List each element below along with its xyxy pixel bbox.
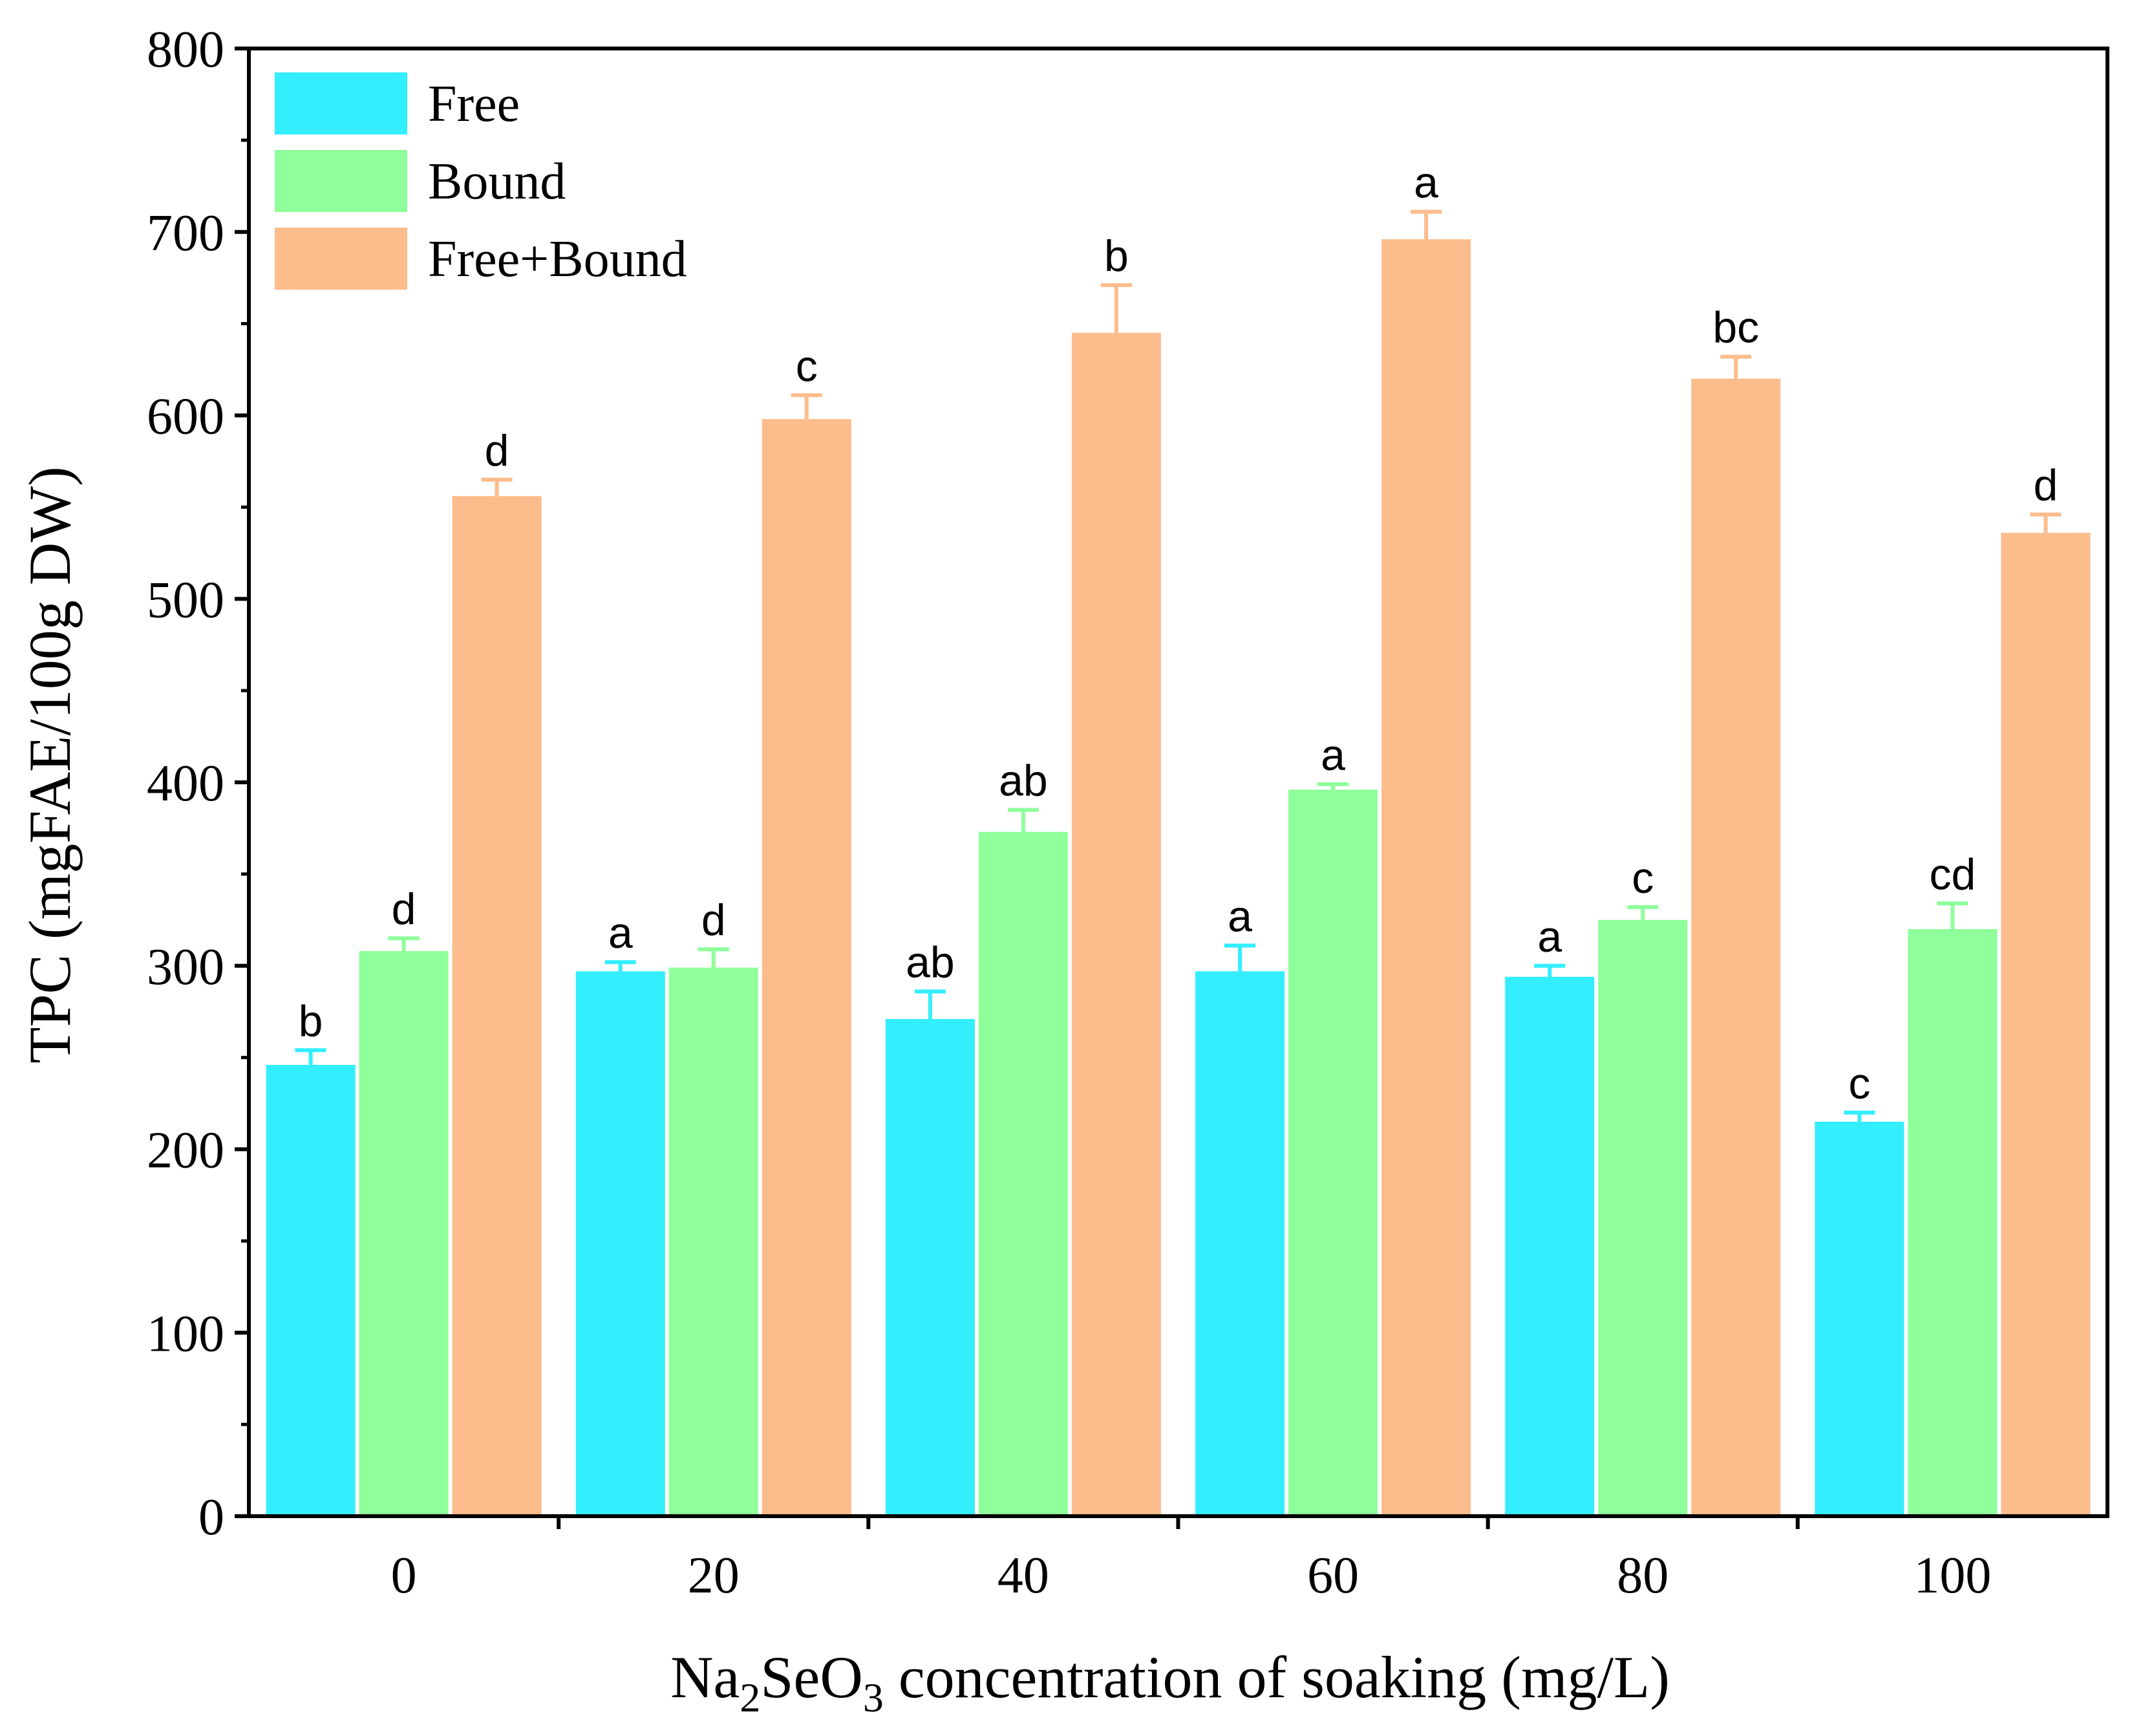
x-tick-label-80: 80 (1617, 1547, 1668, 1604)
error-bar-free-bound-40 (1100, 283, 1132, 333)
error-bar-free-bound-100 (2030, 512, 2062, 533)
x-axis-label-part3: concentration of soaking (mg/L) (884, 1644, 1670, 1710)
bar-free-40 (885, 1019, 975, 1516)
x-axis-label-subscript-1: 2 (740, 1675, 760, 1720)
y-tick-label-500: 500 (147, 572, 224, 628)
significance-label-bound-0: d (392, 884, 416, 934)
significance-label-free-100: c (1848, 1059, 1870, 1108)
x-tick-label-0: 0 (391, 1547, 417, 1604)
significance-label-bound-40: ab (999, 756, 1048, 806)
significance-label-free-60: a (1228, 892, 1252, 941)
y-tick-label-600: 600 (147, 389, 224, 445)
significance-label-free-bound-80: bc (1712, 303, 1759, 352)
x-tick-label-20: 20 (688, 1547, 740, 1604)
significance-label-free-bound-0: d (485, 426, 509, 475)
significance-label-free-80: a (1537, 912, 1562, 961)
x-axis-label-subscript-2: 3 (863, 1675, 884, 1720)
x-tick-label-100: 100 (1913, 1547, 1991, 1604)
significance-label-bound-60: a (1321, 731, 1345, 780)
bar-bound-80 (1598, 919, 1688, 1516)
legend-label-free: Free (428, 76, 520, 133)
bar-free-0 (266, 1064, 356, 1516)
significance-label-free-40: ab (906, 938, 955, 987)
error-bars-layer (295, 209, 2062, 1122)
bar-bound-20 (668, 967, 758, 1516)
significance-labels-layer: b d d a d c ab ab b a a a a c bc c cd d (299, 158, 2058, 1108)
x-axis-label-part2: SeO (760, 1644, 862, 1710)
legend-swatch-bound (275, 150, 407, 212)
y-tick-label-800: 800 (147, 21, 224, 78)
error-bar-free-bound-80 (1720, 354, 1752, 379)
error-bar-free-0 (295, 1048, 326, 1065)
y-tick-label-400: 400 (147, 755, 224, 812)
y-tick-label-300: 300 (147, 939, 224, 996)
bar-free-80 (1505, 976, 1595, 1516)
error-bar-free-100 (1844, 1110, 1875, 1122)
x-tick-label-60: 60 (1307, 1547, 1359, 1604)
legend: Free Bound Free+Bound (275, 72, 687, 290)
bar-free-100 (1815, 1121, 1904, 1516)
y-tick-label-200: 200 (147, 1122, 224, 1179)
significance-label-bound-80: c (1632, 853, 1654, 903)
bars-layer (266, 239, 2091, 1517)
legend-label-free-bound: Free+Bound (428, 231, 687, 288)
bar-free-60 (1195, 971, 1285, 1516)
significance-label-free-0: b (299, 996, 323, 1045)
bar-free-bound-80 (1691, 378, 1781, 1516)
error-bar-free-bound-60 (1411, 209, 1442, 240)
significance-label-free-20: a (608, 908, 633, 958)
error-bar-bound-20 (698, 947, 729, 968)
bar-bound-40 (978, 831, 1068, 1516)
error-bar-free-80 (1534, 963, 1566, 977)
significance-label-bound-20: d (701, 895, 726, 945)
bar-free-bound-100 (2001, 533, 2091, 1516)
bar-free-bound-20 (762, 419, 851, 1516)
significance-label-free-bound-20: c (796, 341, 818, 391)
error-bar-free-bound-20 (791, 393, 822, 420)
y-axis-label: TPC (mgFAE/100g DW) (17, 466, 83, 1063)
significance-label-free-bound-40: b (1104, 231, 1129, 281)
bar-bound-100 (1908, 929, 1998, 1516)
legend-swatch-free-bound (275, 228, 407, 290)
significance-label-free-bound-100: d (2034, 461, 2058, 510)
error-bar-free-20 (604, 960, 636, 972)
bar-free-20 (575, 971, 665, 1516)
error-bar-bound-100 (1937, 901, 1968, 929)
error-bar-free-60 (1224, 943, 1256, 972)
error-bar-bound-0 (388, 936, 420, 952)
legend-label-bound: Bound (428, 153, 566, 210)
error-bar-bound-60 (1317, 782, 1349, 790)
x-axis-label: Na2SeO3 concentration of soaking (mg/L) (670, 1644, 1670, 1720)
x-axis-label-part1: Na (670, 1644, 740, 1710)
x-tick-label-40: 40 (997, 1547, 1049, 1604)
significance-label-bound-100: cd (1930, 850, 1976, 899)
bar-free-bound-40 (1071, 332, 1161, 1516)
x-axis: 0 20 40 60 80 100 (391, 1516, 1991, 1604)
error-bar-free-40 (914, 989, 946, 1020)
significance-label-free-bound-60: a (1414, 158, 1438, 208)
bar-free-bound-0 (452, 496, 542, 1516)
y-tick-label-100: 100 (147, 1305, 224, 1362)
y-tick-label-0: 0 (198, 1489, 224, 1546)
error-bar-bound-80 (1627, 905, 1659, 920)
y-axis: 0 100 200 300 400 500 600 700 800 (147, 21, 249, 1546)
legend-swatch-free (275, 72, 407, 134)
bar-free-bound-60 (1381, 239, 1471, 1517)
y-tick-label-700: 700 (147, 205, 224, 262)
bar-bound-0 (359, 951, 449, 1516)
bar-bound-60 (1288, 789, 1378, 1516)
error-bar-free-bound-0 (481, 477, 513, 497)
error-bar-bound-40 (1007, 808, 1039, 832)
